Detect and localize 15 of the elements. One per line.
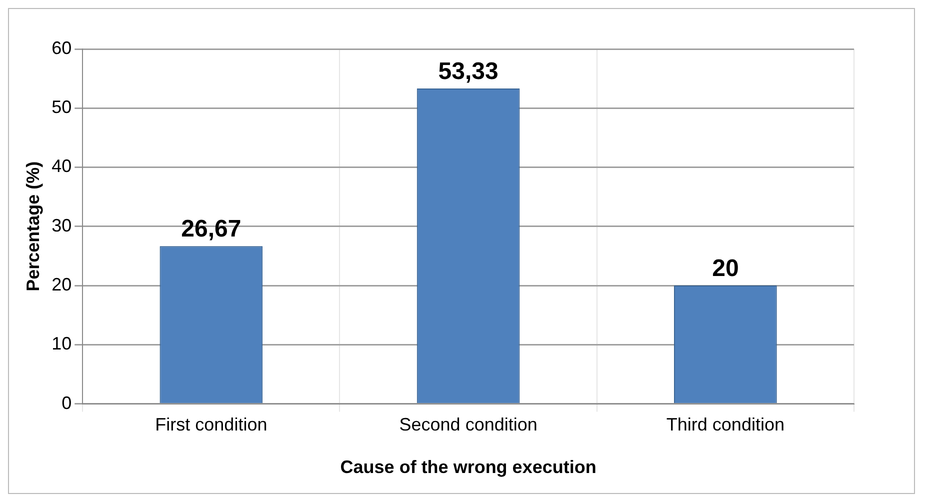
- y-tick-label: 50: [52, 97, 72, 118]
- data-label: 53,33: [438, 58, 498, 86]
- y-tick-label: 30: [52, 215, 72, 236]
- x-tick-label: Second condition: [399, 414, 538, 435]
- y-tick-label: 10: [52, 334, 72, 354]
- y-tick-label: 40: [52, 156, 72, 176]
- y-tick-label: 0: [62, 392, 72, 413]
- y-tick-label: 60: [52, 38, 72, 58]
- y-axis-title: Percentage (%): [22, 161, 43, 292]
- data-label: 20: [712, 255, 739, 282]
- data-label: 26,67: [181, 216, 242, 243]
- x-tick-label: Third condition: [666, 414, 784, 435]
- y-tick-label: 20: [52, 274, 72, 294]
- x-axis-title: Cause of the wrong execution: [340, 457, 596, 478]
- x-tick-label: First condition: [155, 414, 268, 435]
